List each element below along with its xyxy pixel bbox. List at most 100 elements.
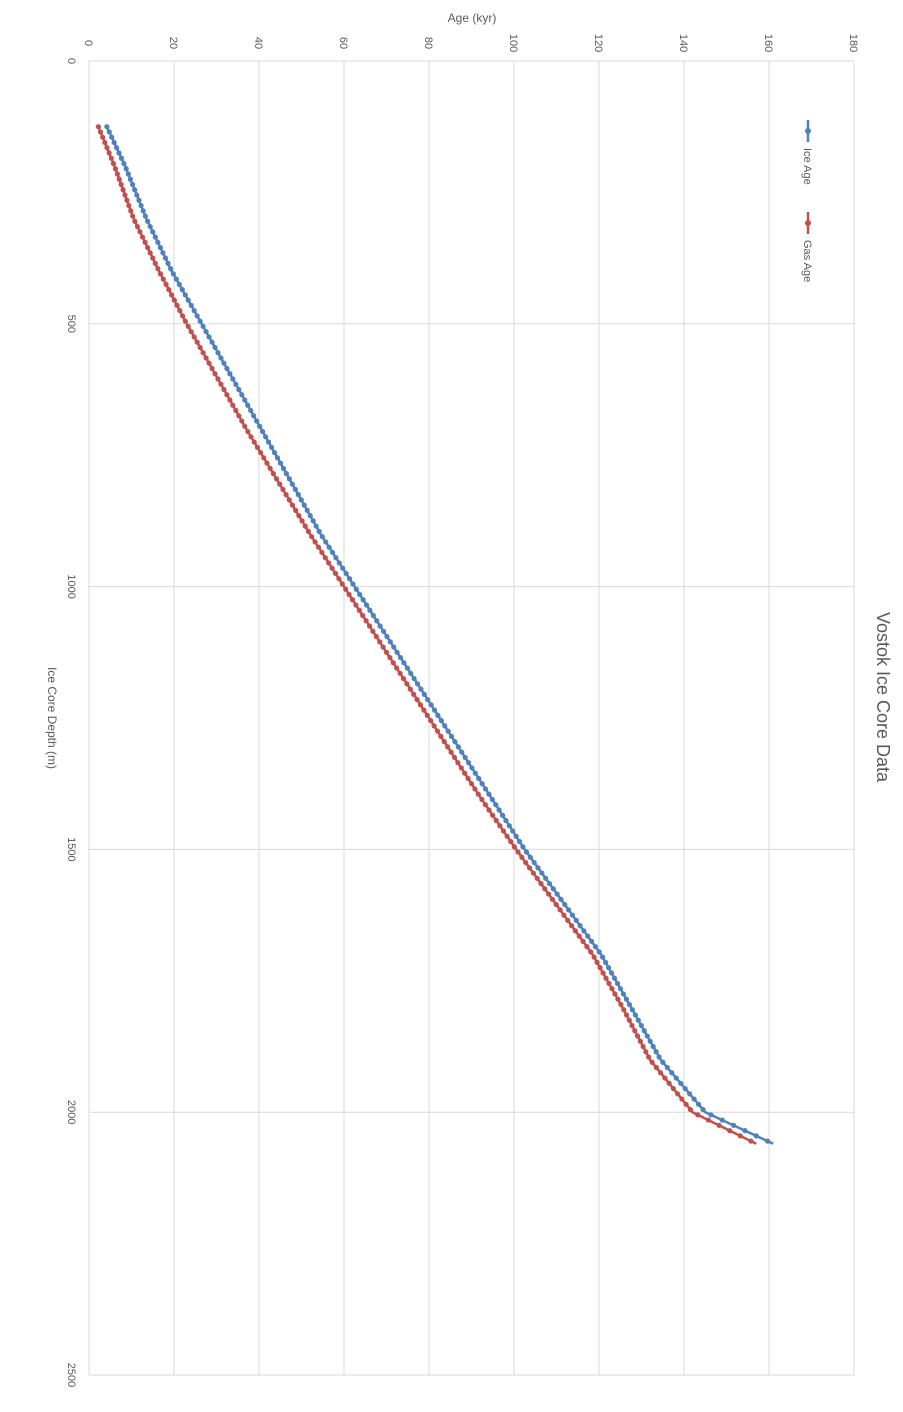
data-point <box>114 171 120 177</box>
data-point <box>617 986 624 992</box>
data-point <box>534 875 540 881</box>
depth-tick-label: 2500 <box>65 1363 77 1387</box>
data-point <box>130 213 136 219</box>
data-point <box>242 397 248 403</box>
data-point <box>212 344 218 351</box>
data-point <box>737 1133 743 1139</box>
data-point <box>160 250 166 256</box>
data-point <box>377 623 383 629</box>
data-point <box>343 570 349 577</box>
data-point <box>635 1017 641 1023</box>
data-point <box>336 576 342 582</box>
data-point <box>370 612 376 619</box>
data-point <box>296 513 302 519</box>
data-point <box>168 266 174 272</box>
data-point <box>629 1007 635 1013</box>
data-point <box>465 760 472 766</box>
data-point <box>298 497 304 503</box>
data-point <box>142 213 148 219</box>
data-point <box>277 460 284 466</box>
data-point <box>489 796 495 803</box>
data-point <box>188 302 194 308</box>
data-point <box>629 1022 635 1029</box>
depth-tick-label: 1500 <box>65 837 77 861</box>
data-point <box>401 660 407 666</box>
data-point <box>152 260 158 266</box>
data-point <box>417 702 424 708</box>
data-point <box>611 975 618 981</box>
data-point <box>370 628 376 634</box>
data-point <box>168 292 175 298</box>
data-point <box>683 1101 689 1107</box>
data-point <box>407 686 413 692</box>
data-point <box>125 171 131 177</box>
data-point <box>600 954 606 960</box>
plot-area-border <box>88 60 855 1376</box>
data-point <box>185 323 191 330</box>
data-point <box>233 381 239 387</box>
data-point <box>549 896 556 902</box>
data-point <box>649 1059 655 1065</box>
legend-label: Gas Age <box>801 240 813 282</box>
data-point <box>197 344 203 351</box>
data-point <box>286 476 292 482</box>
data-point <box>448 733 455 740</box>
data-point <box>268 444 275 450</box>
data-point <box>612 991 618 997</box>
data-point <box>203 329 209 335</box>
data-point <box>452 739 458 745</box>
data-point <box>523 849 530 855</box>
data-point <box>588 949 594 955</box>
data-point <box>638 1022 644 1029</box>
data-point <box>142 239 148 245</box>
data-point <box>157 244 163 251</box>
data-point <box>200 350 206 356</box>
grid-lines <box>88 60 855 1376</box>
data-point <box>435 712 441 718</box>
chart-title: Vostok Ice Core Data <box>873 612 893 783</box>
data-point <box>572 928 579 934</box>
data-point <box>185 297 191 303</box>
data-point <box>644 1033 650 1039</box>
data-point <box>218 381 224 387</box>
data-point <box>650 1043 656 1050</box>
data-point <box>383 649 390 655</box>
data-point <box>173 276 179 282</box>
data-point <box>691 1096 697 1102</box>
data-point <box>312 539 318 545</box>
data-point <box>455 744 461 750</box>
data-point <box>695 1112 701 1118</box>
data-point <box>434 728 441 734</box>
data-point <box>150 229 156 235</box>
data-point <box>283 492 289 498</box>
data-point <box>404 681 410 687</box>
data-point <box>580 938 586 944</box>
data-point <box>658 1070 664 1076</box>
data-point <box>363 618 369 624</box>
data-point <box>270 471 276 477</box>
data-point <box>451 754 458 761</box>
data-point <box>360 597 366 603</box>
data-point <box>177 308 183 314</box>
data-point <box>227 397 233 403</box>
series-ice-age <box>104 124 774 1145</box>
data-point <box>557 907 563 913</box>
data-point <box>727 1128 733 1134</box>
data-point <box>568 923 575 929</box>
data-point <box>418 686 424 692</box>
data-point <box>506 823 512 829</box>
age-tick-label: 180 <box>847 34 859 52</box>
data-point <box>114 145 120 151</box>
data-point <box>251 413 257 419</box>
data-point <box>682 1085 688 1092</box>
data-point <box>486 791 492 797</box>
data-point <box>411 675 417 682</box>
data-point <box>380 644 386 650</box>
data-point <box>708 1112 714 1118</box>
data-point <box>326 560 332 566</box>
data-point <box>209 339 215 345</box>
data-point <box>271 449 278 456</box>
data-point <box>353 602 359 608</box>
data-point <box>188 329 194 335</box>
